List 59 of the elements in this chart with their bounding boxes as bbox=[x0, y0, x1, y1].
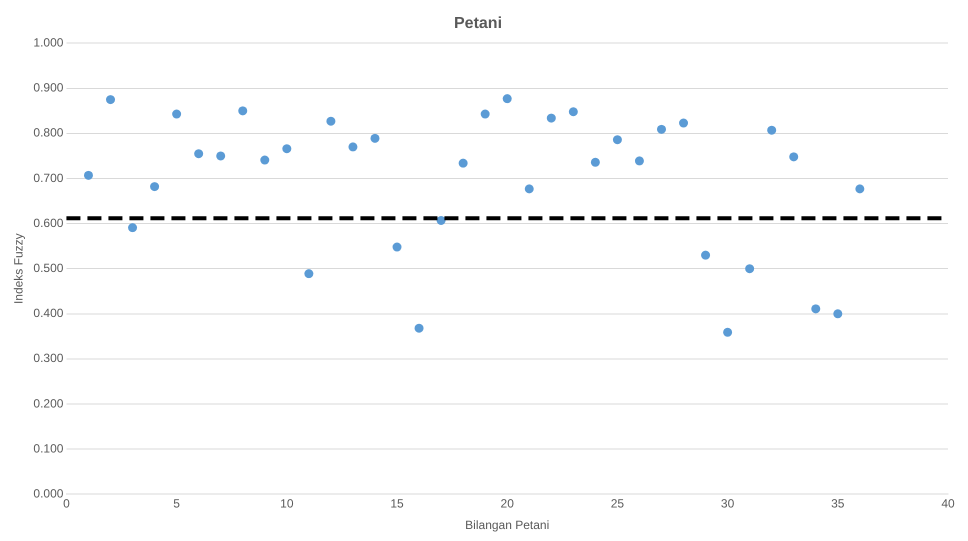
point bbox=[811, 304, 820, 314]
point bbox=[723, 328, 732, 337]
point bbox=[833, 309, 842, 318]
x-axis-title: Bilangan Petani bbox=[465, 518, 550, 532]
point bbox=[634, 156, 644, 166]
y-tick-label: 0.400 bbox=[33, 306, 64, 320]
point bbox=[436, 216, 446, 225]
x-tick-label: 40 bbox=[941, 496, 955, 511]
x-tick-label: 25 bbox=[610, 496, 624, 511]
point bbox=[216, 151, 226, 160]
x-tick-label: 5 bbox=[173, 496, 180, 511]
point bbox=[568, 107, 578, 116]
point bbox=[128, 223, 138, 232]
chart-title: Petani bbox=[454, 15, 502, 32]
y-tick-label: 0.100 bbox=[33, 441, 64, 456]
point bbox=[348, 142, 358, 152]
point bbox=[458, 158, 468, 168]
point bbox=[238, 106, 248, 116]
point bbox=[150, 182, 160, 192]
point bbox=[656, 124, 666, 134]
point bbox=[524, 184, 534, 194]
point bbox=[767, 126, 776, 135]
point bbox=[590, 158, 600, 167]
point bbox=[480, 110, 490, 119]
point bbox=[282, 144, 292, 154]
point bbox=[370, 134, 380, 143]
x-tick-label: 15 bbox=[390, 496, 404, 511]
point bbox=[546, 114, 556, 123]
point bbox=[172, 110, 182, 119]
point bbox=[392, 242, 402, 252]
point bbox=[304, 269, 314, 278]
point bbox=[789, 152, 798, 162]
point bbox=[855, 184, 864, 194]
point bbox=[701, 250, 710, 260]
y-tick-label: 0.500 bbox=[33, 261, 64, 276]
point bbox=[194, 149, 204, 158]
point bbox=[679, 118, 688, 128]
y-tick-label: 0.200 bbox=[33, 396, 64, 410]
x-tick-label: 10 bbox=[280, 496, 294, 511]
y-tick-label: 0.300 bbox=[33, 351, 64, 366]
y-tick-label: 0.700 bbox=[33, 170, 64, 185]
y-tick-label: 0.900 bbox=[33, 80, 64, 95]
x-tick-label: 30 bbox=[720, 496, 735, 511]
point bbox=[745, 264, 754, 274]
point bbox=[84, 170, 93, 180]
y-tick-label: 0.600 bbox=[33, 216, 64, 230]
point bbox=[414, 324, 424, 333]
x-tick-label: 35 bbox=[831, 496, 845, 511]
point bbox=[260, 156, 270, 165]
x-tick-label: 20 bbox=[500, 496, 514, 511]
point bbox=[502, 94, 512, 104]
x-tick-label: 0 bbox=[63, 496, 70, 511]
y-tick-label: 1.000 bbox=[33, 36, 64, 50]
point bbox=[612, 135, 622, 144]
y-tick-label: 0.800 bbox=[33, 126, 64, 140]
point bbox=[326, 116, 336, 126]
y-axis-title: Indeks Fuzzy bbox=[12, 233, 26, 304]
point bbox=[106, 95, 116, 104]
y-tick-label: 0.000 bbox=[33, 486, 64, 501]
